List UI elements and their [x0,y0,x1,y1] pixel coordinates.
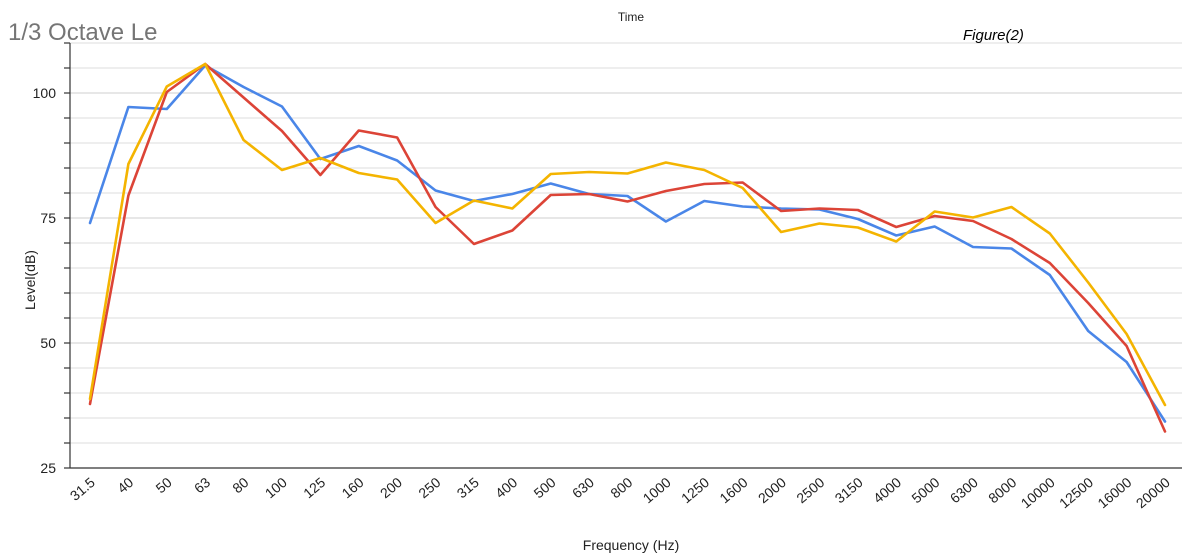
x-tick-label: 3150 [832,474,866,506]
x-tick-label: 160 [338,474,366,501]
figure-annotation: Figure(2) [963,27,1024,44]
x-tick-label: 31.5 [67,474,98,504]
series-line-2 [88,62,1167,433]
x-tick-label: 1600 [716,474,750,506]
x-tick-label: 2500 [793,474,827,506]
x-tick-label: 40 [114,474,136,496]
x-tick-label: 6300 [947,474,981,506]
axis-layer [64,42,1182,469]
x-tick-label: 5000 [908,474,942,506]
x-tick-label: 100 [262,474,290,501]
series-line-3 [88,62,1167,407]
y-tick-labels: 25 50 75 100 [33,85,57,476]
x-tick-label: 630 [569,474,597,501]
x-tick-label: 400 [492,474,520,501]
x-tick-label: 500 [530,474,558,501]
x-tick-label: 63 [191,474,213,496]
x-tick-label: 315 [454,474,482,501]
x-tick-label: 4000 [870,474,904,506]
y-tick-label: 75 [40,210,56,226]
x-tick-labels: 31.5 40 50 63 80 100 125 160 200 250 315 400 500 630 8… [67,474,1173,511]
x-tick-label: 1000 [640,474,674,506]
y-tick-label: 100 [33,85,57,101]
x-tick-label: 8000 [985,474,1019,506]
x-tick-label: 250 [415,474,443,501]
y-tick-label: 25 [40,460,56,476]
x-tick-label: 200 [377,474,405,501]
x-tick-label: 125 [300,474,328,501]
grid-layer [70,42,1182,444]
x-tick-label: 1250 [678,474,712,506]
x-axis-label: Frequency (Hz) [583,537,679,553]
x-tick-label: 800 [607,474,635,501]
series-layer [88,62,1167,433]
x-tick-label: 12500 [1056,474,1096,511]
chart-subtitle: Time [618,10,645,24]
x-tick-label: 2000 [755,474,789,506]
y-tick-label: 50 [40,335,56,351]
y-axis-label: Level(dB) [22,250,38,310]
chart-title: 1/3 Octave Le [8,19,157,46]
x-tick-label: 50 [152,474,174,496]
x-tick-label: 10000 [1018,474,1058,511]
x-tick-label: 20000 [1133,474,1173,511]
series-line-1 [88,64,1167,423]
x-tick-label: 16000 [1094,474,1134,511]
x-tick-label: 80 [229,474,251,496]
